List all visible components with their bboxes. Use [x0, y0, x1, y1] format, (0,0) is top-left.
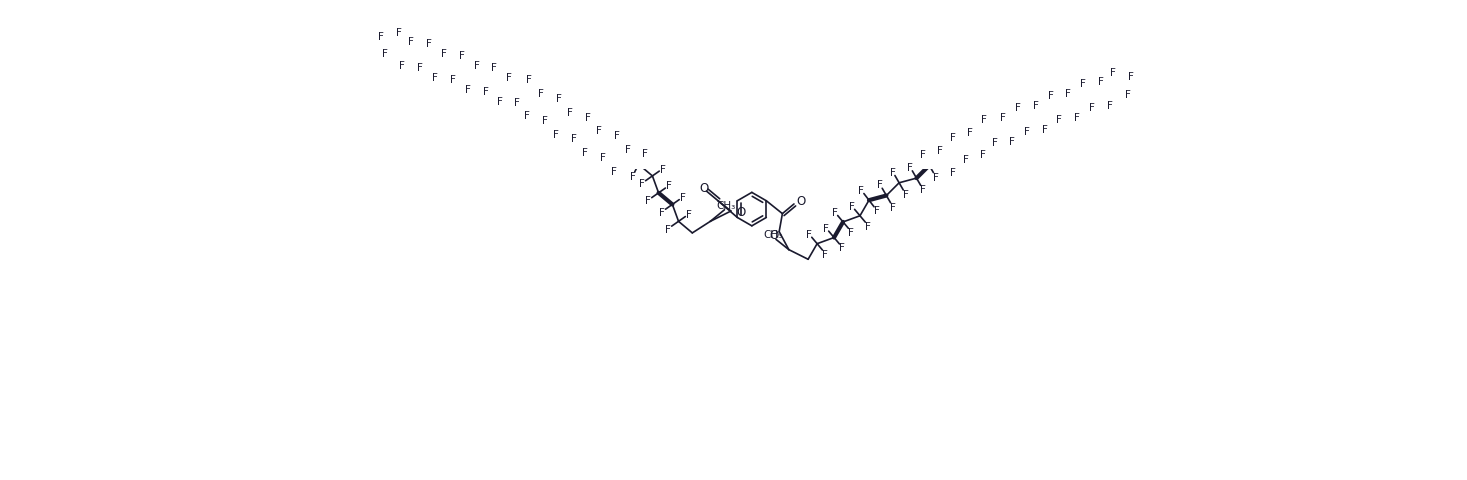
Text: O: O [797, 194, 805, 207]
Text: F: F [568, 108, 574, 118]
Text: F: F [681, 192, 687, 203]
Text: F: F [1108, 101, 1113, 111]
Text: F: F [465, 85, 471, 95]
Text: F: F [660, 164, 666, 174]
Text: CH₃: CH₃ [764, 230, 783, 240]
Text: F: F [980, 150, 986, 160]
Text: F: F [450, 75, 456, 84]
Text: F: F [396, 28, 402, 38]
Text: F: F [951, 132, 956, 143]
Text: F: F [525, 75, 531, 85]
Text: F: F [525, 111, 531, 121]
Text: F: F [538, 89, 544, 99]
Text: F: F [1089, 103, 1094, 113]
Text: F: F [937, 145, 943, 155]
Text: F: F [1099, 77, 1105, 87]
Text: F: F [981, 115, 987, 125]
Text: F: F [459, 50, 465, 60]
Text: F: F [629, 171, 635, 181]
Text: F: F [600, 153, 606, 162]
Text: F: F [823, 249, 829, 259]
Text: F: F [513, 98, 519, 108]
Text: F: F [687, 209, 692, 219]
Text: F: F [553, 129, 559, 139]
Text: F: F [1047, 91, 1053, 100]
Text: F: F [665, 224, 670, 234]
Text: F: F [890, 168, 896, 177]
Text: F: F [1009, 137, 1015, 147]
Text: F: F [962, 155, 968, 165]
Text: F: F [920, 185, 926, 195]
Text: F: F [399, 61, 405, 71]
Text: F: F [823, 223, 829, 233]
Text: F: F [933, 172, 939, 182]
Text: F: F [902, 190, 908, 200]
Text: F: F [1033, 101, 1039, 111]
Text: F: F [625, 144, 631, 155]
Text: F: F [1111, 68, 1116, 78]
Text: F: F [585, 112, 591, 122]
Text: O: O [769, 229, 779, 242]
Text: F: F [920, 150, 926, 160]
Text: F: F [506, 72, 512, 83]
Text: F: F [1125, 89, 1131, 99]
Text: F: F [641, 149, 647, 158]
Text: F: F [381, 49, 387, 60]
Text: F: F [612, 166, 618, 176]
Text: F: F [433, 73, 439, 83]
Text: F: F [378, 32, 384, 41]
Text: F: F [425, 38, 431, 48]
Text: F: F [666, 181, 672, 191]
Text: F: F [1056, 115, 1062, 125]
Text: CH₃: CH₃ [716, 200, 735, 210]
Text: F: F [417, 63, 422, 73]
Text: F: F [1024, 127, 1030, 136]
Text: F: F [571, 134, 577, 144]
Text: F: F [474, 61, 480, 71]
Text: F: F [1065, 89, 1071, 99]
Text: O: O [736, 205, 745, 218]
Text: F: F [858, 186, 864, 195]
Text: F: F [596, 126, 601, 136]
Text: F: F [442, 49, 447, 59]
Text: F: F [832, 208, 838, 217]
Text: F: F [874, 206, 880, 216]
Text: F: F [408, 37, 414, 47]
Text: F: F [556, 94, 562, 104]
Text: F: F [890, 202, 896, 212]
Text: F: F [613, 131, 619, 141]
Text: F: F [1000, 113, 1006, 123]
Text: F: F [1042, 125, 1047, 135]
Text: F: F [659, 207, 665, 217]
Text: F: F [839, 243, 845, 253]
Text: F: F [582, 148, 588, 158]
Text: F: F [640, 179, 645, 189]
Text: F: F [866, 221, 871, 231]
Text: F: F [1128, 72, 1134, 82]
Text: F: F [907, 163, 912, 173]
Text: F: F [645, 196, 651, 206]
Text: F: F [1015, 102, 1021, 112]
Text: F: F [805, 229, 811, 240]
Text: F: F [877, 180, 883, 190]
Text: F: F [992, 138, 998, 148]
Text: F: F [1080, 79, 1086, 89]
Text: F: F [1074, 113, 1080, 123]
Text: F: F [951, 168, 956, 178]
Text: F: F [541, 116, 547, 126]
Text: F: F [967, 128, 973, 138]
Text: F: F [848, 228, 854, 237]
Text: O: O [700, 181, 709, 194]
Text: F: F [849, 202, 855, 212]
Text: F: F [497, 97, 503, 107]
Text: F: F [491, 62, 497, 72]
Text: F: F [483, 86, 489, 96]
